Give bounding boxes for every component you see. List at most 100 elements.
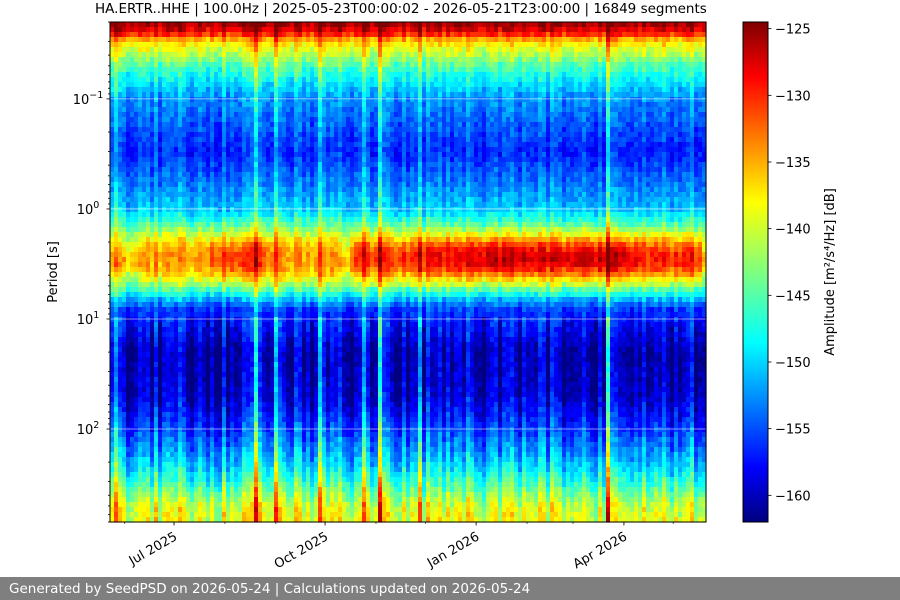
heatmap-cell <box>242 112 247 118</box>
heatmap-cell <box>170 327 175 333</box>
heatmap-cell <box>190 192 195 198</box>
heatmap-cell <box>230 247 235 253</box>
heatmap-cell <box>222 497 227 503</box>
heatmap-cell <box>158 242 163 248</box>
heatmap-cell <box>130 332 135 338</box>
heatmap-cell <box>190 177 195 183</box>
heatmap-cell <box>282 187 287 193</box>
heatmap-cell <box>126 222 131 228</box>
heatmap-cell <box>222 312 227 318</box>
heatmap-cell <box>250 437 255 443</box>
heatmap-cell <box>122 507 127 513</box>
heatmap-cell <box>294 352 299 358</box>
heatmap-cell <box>186 307 191 313</box>
heatmap-cell <box>214 372 219 378</box>
heatmap-cell <box>150 442 155 448</box>
heatmap-cell <box>146 322 151 328</box>
heatmap-cell <box>178 457 183 463</box>
heatmap-cell <box>274 262 279 268</box>
heatmap-cell <box>122 497 127 503</box>
heatmap-cell <box>238 327 243 333</box>
heatmap-cell <box>146 392 151 398</box>
heatmap-cell <box>170 107 175 113</box>
heatmap-cell <box>270 492 275 498</box>
heatmap-cell <box>122 357 127 363</box>
heatmap-cell <box>246 437 251 443</box>
heatmap-cell <box>170 37 175 43</box>
heatmap-cell <box>258 417 263 423</box>
heatmap-cell <box>290 242 295 248</box>
heatmap-cell <box>250 487 255 493</box>
heatmap-cell <box>282 127 287 133</box>
heatmap-cell <box>202 362 207 368</box>
heatmap-cell <box>206 217 211 223</box>
heatmap-cell <box>198 197 203 203</box>
heatmap-cell <box>218 262 223 268</box>
heatmap-cell <box>222 252 227 258</box>
heatmap-cell <box>246 267 251 273</box>
heatmap-cell <box>130 457 135 463</box>
heatmap-cell <box>234 452 239 458</box>
heatmap-cell <box>118 202 123 208</box>
heatmap-cell <box>118 47 123 53</box>
heatmap-cell <box>178 517 183 523</box>
heatmap-cell <box>202 62 207 68</box>
heatmap-cell <box>266 337 271 343</box>
heatmap-cell <box>154 217 159 223</box>
heatmap-cell <box>278 412 283 418</box>
heatmap-cell <box>126 437 131 443</box>
heatmap-cell <box>262 172 267 178</box>
heatmap-cell <box>154 427 159 433</box>
heatmap-cell <box>294 32 299 38</box>
heatmap-cell <box>202 497 207 503</box>
heatmap-cell <box>134 342 139 348</box>
heatmap-cell <box>250 87 255 93</box>
heatmap-cell <box>258 162 263 168</box>
heatmap-cell <box>214 192 219 198</box>
heatmap-cell <box>294 227 299 233</box>
heatmap-cell <box>126 132 131 138</box>
heatmap-cell <box>114 32 119 38</box>
heatmap-cell <box>150 272 155 278</box>
heatmap-cell <box>174 52 179 58</box>
heatmap-cell <box>134 432 139 438</box>
heatmap-cell <box>146 497 151 503</box>
heatmap-cell <box>114 307 119 313</box>
heatmap-cell <box>294 462 299 468</box>
heatmap-cell <box>118 302 123 308</box>
heatmap-cell <box>118 477 123 483</box>
heatmap-cell <box>130 77 135 83</box>
heatmap-cell <box>182 377 187 383</box>
heatmap-cell <box>170 477 175 483</box>
heatmap-cell <box>190 347 195 353</box>
heatmap-cell <box>178 192 183 198</box>
heatmap-cell <box>274 187 279 193</box>
heatmap-cell <box>306 312 311 318</box>
heatmap-cell <box>234 257 239 263</box>
heatmap-cell <box>262 282 267 288</box>
heatmap-cell <box>230 452 235 458</box>
heatmap-cell <box>114 452 119 458</box>
heatmap-cell <box>182 157 187 163</box>
heatmap-cell <box>206 492 211 498</box>
heatmap-cell <box>174 397 179 403</box>
heatmap-cell <box>126 102 131 108</box>
heatmap-cell <box>246 197 251 203</box>
heatmap-cell <box>126 482 131 488</box>
heatmap-cell <box>258 137 263 143</box>
heatmap-cell <box>250 317 255 323</box>
heatmap-cell <box>262 492 267 498</box>
heatmap-cell <box>210 497 215 503</box>
heatmap-cell <box>194 97 199 103</box>
heatmap-cell <box>138 437 143 443</box>
heatmap-cell <box>110 222 115 228</box>
heatmap-cell <box>130 252 135 258</box>
heatmap-cell <box>170 347 175 353</box>
heatmap-cell <box>174 117 179 123</box>
heatmap-cell <box>306 407 311 413</box>
heatmap-cell <box>206 142 211 148</box>
heatmap-cell <box>266 202 271 208</box>
heatmap-cell <box>302 357 307 363</box>
heatmap-cell <box>294 507 299 513</box>
heatmap-cell <box>306 257 311 263</box>
